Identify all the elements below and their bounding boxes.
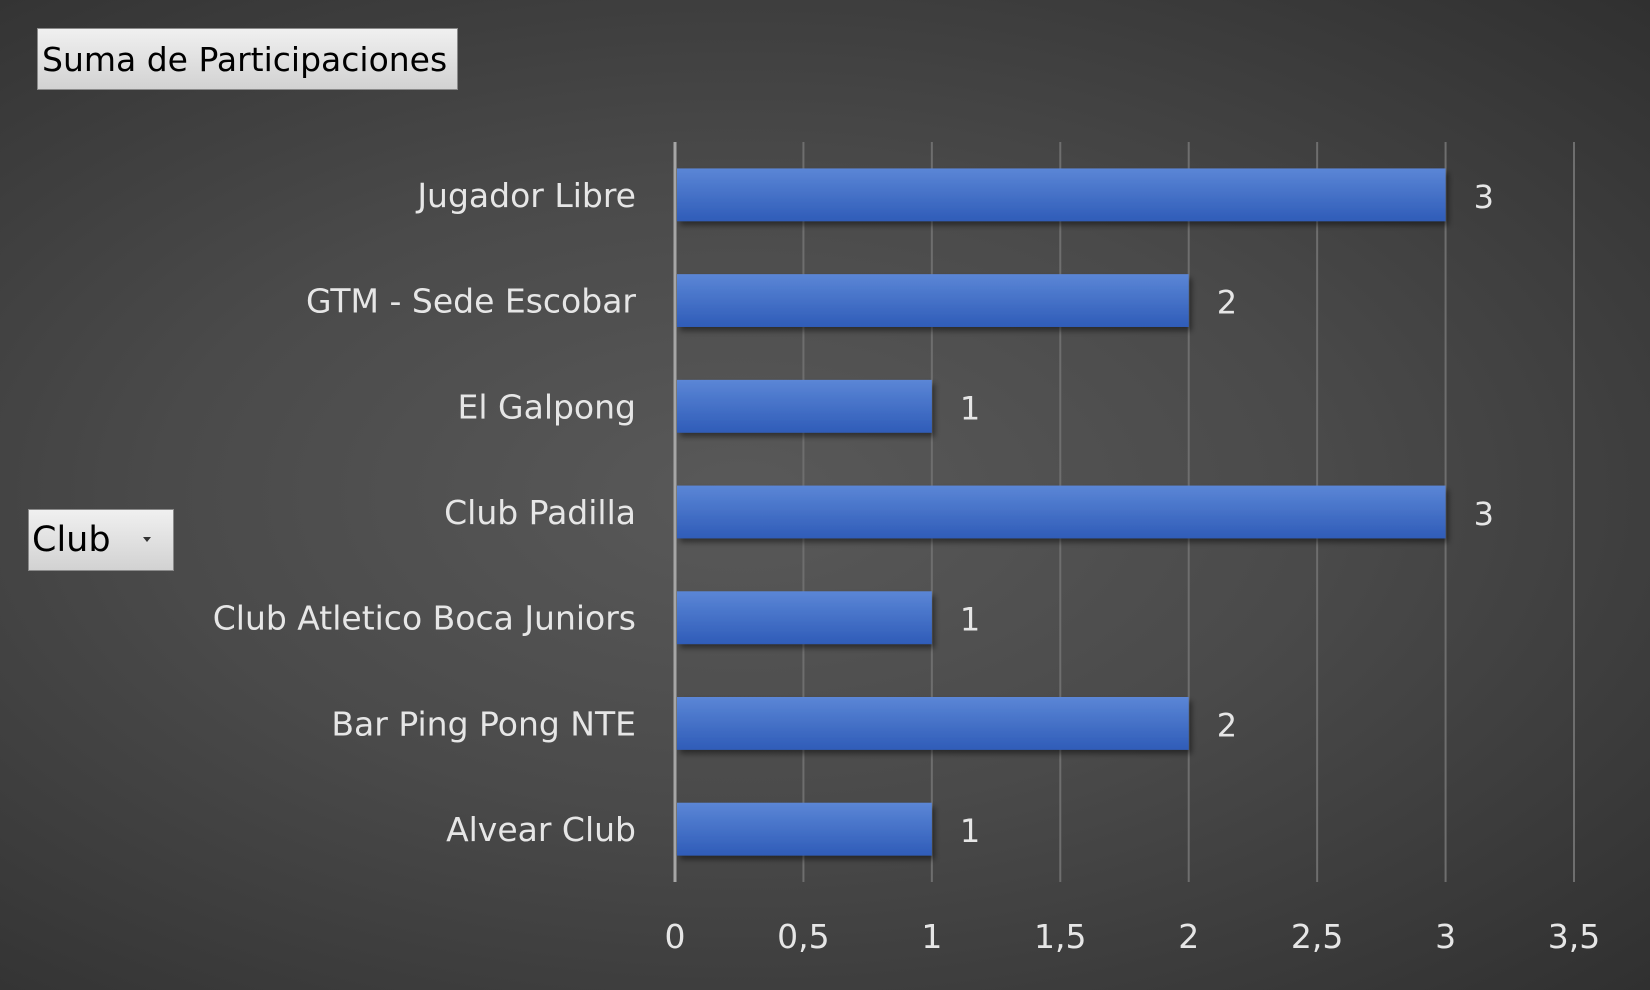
category-label: Jugador Libre [415, 176, 636, 215]
bar[interactable] [677, 485, 1446, 539]
x-tick-label: 2 [1178, 917, 1199, 956]
x-tick-label: 1 [921, 917, 942, 956]
bar[interactable] [677, 379, 932, 433]
category-label: Club Atletico Boca Juniors [213, 599, 636, 638]
bar[interactable] [677, 802, 932, 856]
axis-field-button[interactable]: Club [28, 509, 174, 571]
bar[interactable] [677, 591, 932, 645]
data-label: 1 [960, 812, 980, 850]
bar[interactable] [677, 168, 1446, 222]
data-label: 1 [960, 389, 980, 427]
value-field-label: Suma de Participaciones [42, 39, 448, 79]
bars [677, 168, 1446, 856]
x-tick-label: 3 [1435, 917, 1456, 956]
category-label: Club Padilla [444, 493, 636, 532]
category-label: El Galpong [458, 387, 636, 426]
x-tick-label: 2,5 [1291, 917, 1343, 956]
category-label: Bar Ping Pong NTE [331, 704, 636, 743]
value-field-button[interactable]: Suma de Participaciones [37, 28, 458, 90]
data-label: 2 [1217, 284, 1237, 322]
category-label: GTM - Sede Escobar [306, 282, 636, 321]
x-tick-label: 1,5 [1034, 917, 1086, 956]
data-label: 3 [1474, 178, 1494, 216]
dropdown-arrow-icon[interactable] [143, 537, 151, 542]
data-label: 2 [1217, 706, 1237, 744]
bar[interactable] [677, 697, 1189, 750]
data-labels: 1 2 1 3 1 2 3 [960, 178, 1494, 850]
x-tick-label: 3,5 [1548, 917, 1600, 956]
category-axis: Alvear Club Bar Ping Pong NTE Club Atletic… [213, 142, 677, 882]
category-label: Alvear Club [446, 810, 636, 849]
bar[interactable] [677, 274, 1189, 327]
x-tick-label: 0,5 [777, 917, 829, 956]
value-axis: 0 0,5 1 1,5 2 2,5 3 3,5 [665, 917, 1601, 956]
x-tick-label: 0 [665, 917, 686, 956]
axis-field-label: Club [32, 520, 111, 560]
data-label: 3 [1474, 495, 1494, 533]
data-label: 1 [960, 601, 980, 639]
